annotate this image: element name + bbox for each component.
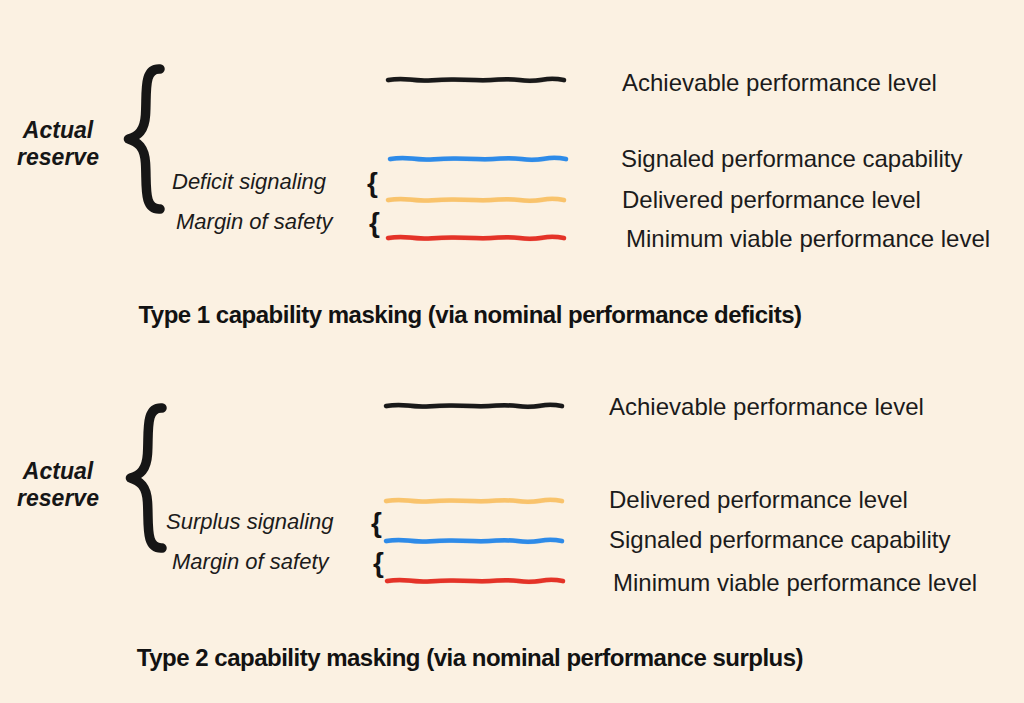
- minimum-viable-line-type2: [384, 576, 566, 586]
- actual-reserve-line2: reserve: [8, 144, 108, 171]
- small-brace-icon: {: [371, 509, 382, 537]
- margin-of-safety-label: Margin of safety: [172, 549, 329, 575]
- actual-reserve-brace-icon: [115, 64, 167, 214]
- delivered-performance-label-type1: Delivered performance level: [622, 187, 921, 213]
- type2-caption: Type 2 capability masking (via nominal p…: [0, 644, 940, 672]
- small-brace-icon: {: [373, 549, 384, 577]
- deficit-signaling-label: Deficit signaling: [172, 169, 326, 195]
- signaled-performance-line-type1: [387, 154, 569, 164]
- delivered-performance-line-type1: [385, 195, 567, 205]
- signaled-performance-label-type2: Signaled performance capability: [609, 527, 951, 553]
- small-brace-icon: {: [367, 169, 378, 197]
- surplus-signaling-label: Surplus signaling: [166, 509, 334, 535]
- minimum-viable-label-type1: Minimum viable performance level: [626, 226, 990, 252]
- achievable-performance-line-type2: [383, 401, 565, 411]
- actual-reserve-label-type1: Actual reserve: [8, 117, 108, 171]
- signaled-performance-label-type1: Signaled performance capability: [621, 146, 963, 172]
- actual-reserve-line1: Actual: [8, 458, 108, 485]
- signaled-performance-line-type2: [383, 536, 565, 546]
- actual-reserve-brace-icon: [117, 403, 169, 553]
- achievable-performance-label-type1: Achievable performance level: [622, 70, 937, 96]
- delivered-performance-line-type2: [383, 496, 565, 506]
- delivered-performance-label-type2: Delivered performance level: [609, 487, 908, 513]
- actual-reserve-label-type2: Actual reserve: [8, 458, 108, 512]
- margin-of-safety-annotation-type1: Margin of safety {: [176, 207, 380, 237]
- surplus-signaling-annotation: Surplus signaling {: [166, 507, 382, 537]
- achievable-performance-line-type1: [385, 75, 567, 85]
- actual-reserve-line1: Actual: [8, 117, 108, 144]
- margin-of-safety-annotation-type2: Margin of safety {: [172, 547, 384, 577]
- small-brace-icon: {: [369, 209, 380, 237]
- achievable-performance-label-type2: Achievable performance level: [609, 394, 924, 420]
- margin-of-safety-label: Margin of safety: [176, 209, 333, 235]
- type1-caption: Type 1 capability masking (via nominal p…: [0, 301, 940, 329]
- actual-reserve-line2: reserve: [8, 485, 108, 512]
- minimum-viable-line-type1: [385, 233, 567, 243]
- capability-masking-diagram: Actual reserve Deficit signaling { Margi…: [0, 0, 1024, 703]
- minimum-viable-label-type2: Minimum viable performance level: [613, 570, 977, 596]
- deficit-signaling-annotation: Deficit signaling {: [172, 167, 378, 197]
